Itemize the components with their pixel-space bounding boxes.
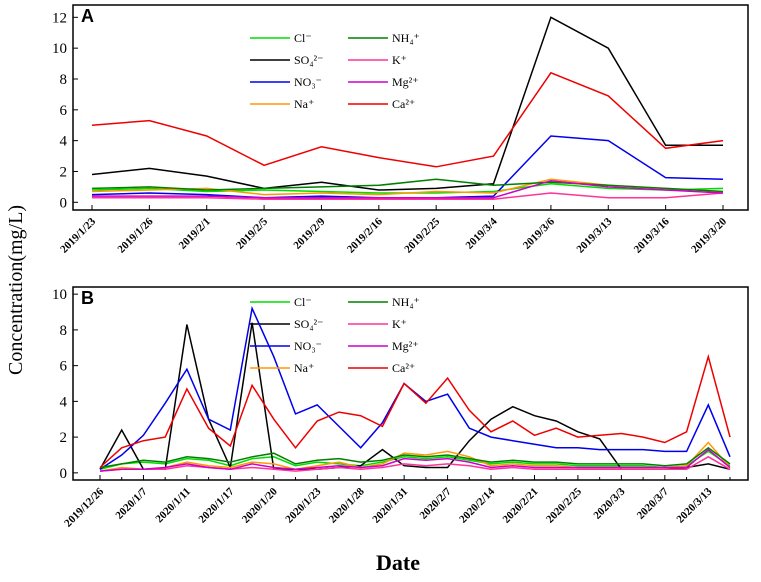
series-line [91, 16, 723, 191]
legend-label: Ca²⁺ [392, 97, 415, 111]
series-line [99, 305, 731, 470]
legend-label: SO₄²⁻ [294, 317, 323, 331]
x-tick-label: 2019/3/20 [689, 215, 729, 255]
x-tick-label: 2019/12/26 [62, 485, 106, 529]
series-line [99, 353, 731, 469]
x-tick-label: 2020/2/7 [418, 485, 454, 521]
y-tick-label: 4 [60, 394, 68, 410]
legend-label: Mg²⁺ [392, 339, 419, 353]
legend-label: NH₄⁺ [392, 295, 420, 309]
x-tick-label: 2020/1/31 [370, 486, 410, 526]
x-tick-label: 2020/1/23 [283, 485, 323, 525]
x-tick-label: 2020/3/13 [674, 485, 714, 525]
panel-label: A [81, 6, 94, 26]
series-line [92, 192, 724, 200]
legend-label: Ca²⁺ [392, 361, 415, 375]
y-tick-label: 8 [60, 323, 68, 339]
x-tick-label: 2020/1/28 [327, 485, 367, 525]
legend-label: K⁺ [392, 317, 407, 331]
y-tick-label: 10 [52, 41, 67, 57]
y-tick-label: 0 [60, 195, 68, 211]
y-tick-label: 8 [60, 72, 68, 88]
series-line [99, 448, 731, 472]
legend-label: Cl⁻ [294, 295, 312, 309]
legend-label: SO₄²⁻ [294, 53, 323, 67]
legend-label: K⁺ [392, 53, 407, 67]
series-line [92, 179, 724, 199]
legend-label: NO₃⁻ [294, 339, 322, 353]
legend-label: NO₃⁻ [294, 75, 322, 89]
legend-label: Na⁺ [294, 361, 314, 375]
y-tick-label: 2 [60, 164, 68, 180]
y-tick-label: 10 [52, 287, 67, 303]
x-tick-label: 2019/2/16 [345, 215, 385, 255]
x-tick-label: 2020/3/7 [635, 485, 671, 521]
legend-label: Mg²⁺ [392, 75, 419, 89]
x-tick-label: 2019/3/6 [521, 215, 557, 251]
x-tick-label: 2020/2/25 [544, 485, 584, 525]
series-line [99, 446, 731, 469]
y-axis-label: Concentration(mg/L) [5, 205, 27, 375]
x-tick-label: 2020/2/14 [457, 485, 497, 525]
y-tick-label: 4 [60, 134, 68, 150]
x-tick-label: 2019/3/13 [574, 215, 614, 255]
y-tick-label: 2 [60, 430, 68, 446]
legend-label: Na⁺ [294, 97, 314, 111]
plot-frame [72, 4, 749, 211]
y-tick-label: 12 [52, 10, 67, 26]
x-tick-label: 2020/1/7 [113, 485, 149, 521]
x-axis-label: Date [376, 550, 420, 575]
series-line [91, 178, 724, 193]
x-tick-label: 2019/1/26 [115, 215, 155, 255]
x-tick-label: 2019/2/25 [402, 215, 442, 255]
y-tick-label: 0 [60, 466, 68, 482]
x-tick-label: 2019/1/23 [58, 215, 98, 255]
x-tick-label: 2019/2/9 [291, 215, 327, 251]
x-tick-label: 2019/3/4 [464, 215, 500, 251]
x-tick-label: 2020/1/11 [153, 486, 193, 526]
panel-label: B [81, 288, 94, 308]
x-tick-label: 2019/3/16 [632, 215, 672, 255]
y-tick-label: 6 [60, 359, 68, 375]
x-tick-label: 2020/2/21 [501, 486, 541, 526]
legend-label: NH₄⁺ [392, 31, 420, 45]
x-tick-label: 2019/2/1 [177, 216, 213, 252]
series-line [91, 71, 724, 168]
x-tick-label: 2020/3/3 [591, 485, 627, 521]
plot-frame [72, 286, 749, 481]
x-tick-label: 2019/2/5 [234, 215, 270, 251]
series-line [99, 450, 731, 471]
x-tick-label: 2020/1/20 [240, 485, 280, 525]
legend-label: Cl⁻ [294, 31, 312, 45]
x-tick-label: 2020/1/17 [196, 485, 236, 525]
y-tick-label: 6 [60, 103, 68, 119]
